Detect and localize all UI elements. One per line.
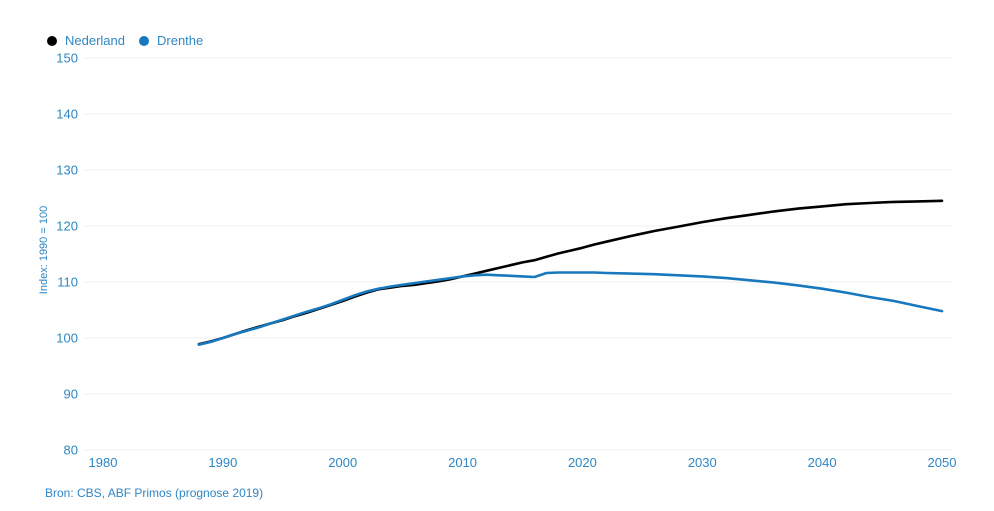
legend-item-drenthe[interactable]: Drenthe <box>139 33 203 48</box>
series-line-drenthe[interactable] <box>197 271 944 347</box>
y-tick-label-140: 140 <box>56 107 78 122</box>
y-tick-label-110: 110 <box>57 275 78 290</box>
legend-label-nederland: Nederland <box>65 33 125 48</box>
drenthe-series-dot <box>139 35 149 46</box>
x-tick-label-2050: 2050 <box>928 455 957 470</box>
x-tick-label-1990: 1990 <box>208 455 237 470</box>
y-tick-label-90: 90 <box>64 387 78 402</box>
source-note: Bron: CBS, ABF Primos (prognose 2019) <box>45 486 264 500</box>
legend-label-drenthe: Drenthe <box>157 33 204 48</box>
legend: Nederland Drenthe <box>47 33 203 48</box>
x-tick-label-2030: 2030 <box>688 455 717 470</box>
y-tick-label-120: 120 <box>56 219 78 234</box>
x-tick-label-1980: 1980 <box>89 455 118 470</box>
x-tick-label-2040: 2040 <box>808 455 837 470</box>
legend-item-nederland[interactable]: Nederland <box>47 33 125 48</box>
y-tick-label-80: 80 <box>64 443 78 458</box>
y-tick-label-150: 150 <box>56 51 78 66</box>
nederland-series-dot <box>47 35 57 46</box>
y-tick-label-130: 130 <box>56 163 78 178</box>
y-tick-label-100: 100 <box>56 331 78 346</box>
x-tick-label-2020: 2020 <box>568 455 597 470</box>
y-axis-title: Index: 1990 = 100 <box>38 205 50 295</box>
x-tick-label-2010: 2010 <box>448 455 477 470</box>
x-tick-label-2000: 2000 <box>328 455 357 470</box>
